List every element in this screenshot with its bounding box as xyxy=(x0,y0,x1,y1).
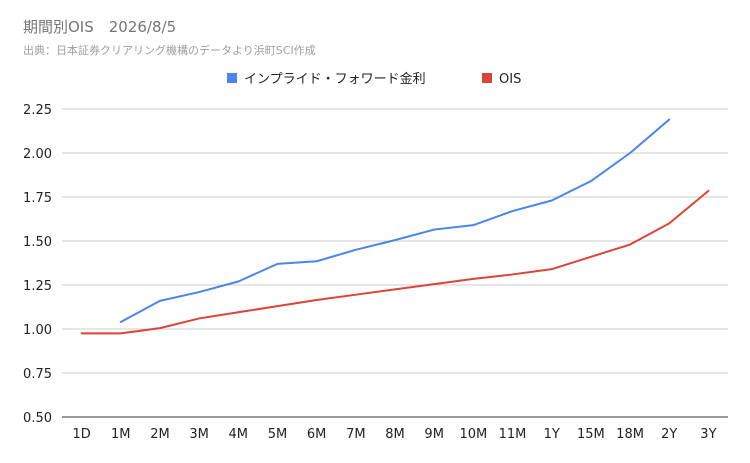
x-tick-label: 10M xyxy=(459,427,487,442)
legend-swatch-ois xyxy=(482,73,492,83)
y-tick-label: 1.00 xyxy=(23,323,52,338)
y-axis: 0.50 0.75 1.00 1.25 1.50 1.75 2.00 2.25 xyxy=(23,103,52,426)
x-tick-label: 15M xyxy=(577,427,605,442)
y-tick-label: 0.50 xyxy=(23,411,52,426)
x-tick-label: 3M xyxy=(189,427,209,442)
series-line-ois xyxy=(80,189,710,335)
chart-subtitle: 出典：日本証券クリアリング機構のデータより浜町SCI作成 xyxy=(23,44,316,57)
series-lines xyxy=(80,118,710,335)
x-tick-label: 1D xyxy=(72,427,90,442)
x-tick-label: 1M xyxy=(111,427,131,442)
x-tick-label: 9M xyxy=(424,427,444,442)
legend: インプライド・フォワード金利 OIS xyxy=(227,71,521,87)
x-axis: 1D 1M 2M 3M 4M 5M 6M 7M 8M 9M 10M 11M 1Y 15M 18M 2Y 3Y xyxy=(72,427,716,442)
x-tick-label: 5M xyxy=(268,427,288,442)
x-tick-label: 7M xyxy=(346,427,366,442)
y-tick-label: 2.25 xyxy=(23,103,52,118)
chart-title: 期間別OIS 2026/8/5 xyxy=(23,18,177,36)
y-tick-label: 0.75 xyxy=(23,367,52,382)
y-tick-label: 1.50 xyxy=(23,235,52,250)
legend-label-ois: OIS xyxy=(499,72,521,87)
legend-swatch-forward xyxy=(227,73,237,83)
x-tick-label: 1Y xyxy=(544,427,560,442)
y-tick-label: 1.75 xyxy=(23,191,52,206)
y-tick-label: 1.25 xyxy=(23,279,52,294)
x-tick-label: 2Y xyxy=(661,427,677,442)
series-line-forward xyxy=(119,118,671,323)
legend-label-forward: インプライド・フォワード金利 xyxy=(244,71,426,87)
x-tick-label: 18M xyxy=(616,427,644,442)
x-tick-label: 11M xyxy=(499,427,527,442)
x-tick-label: 2M xyxy=(150,427,170,442)
x-tick-label: 4M xyxy=(229,427,249,442)
y-tick-label: 2.00 xyxy=(23,147,52,162)
x-tick-label: 3Y xyxy=(700,427,716,442)
grid-lines xyxy=(62,108,728,418)
x-tick-label: 8M xyxy=(385,427,405,442)
x-tick-label: 6M xyxy=(307,427,327,442)
